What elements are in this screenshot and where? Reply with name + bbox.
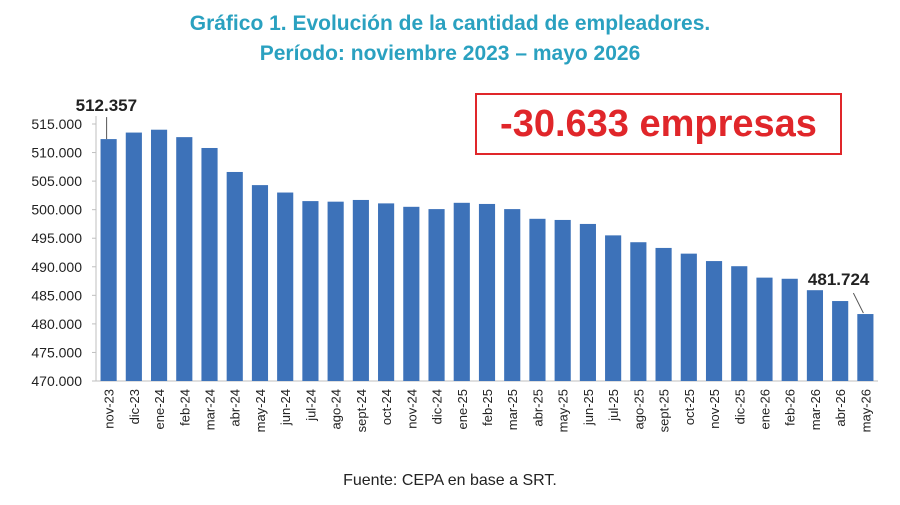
x-tick-label: abr-26 — [833, 389, 848, 427]
bar — [504, 209, 521, 381]
x-tick-label: ago-25 — [631, 389, 646, 429]
x-tick-label: dic-23 — [127, 389, 142, 424]
x-tick-label: mar-25 — [505, 389, 520, 430]
bar — [478, 203, 496, 381]
y-tick-label: 505.000 — [31, 173, 82, 189]
bar — [781, 278, 798, 381]
bar — [327, 201, 344, 381]
y-tick-label: 500.000 — [31, 202, 82, 218]
y-tick-label: 510.000 — [31, 145, 82, 161]
bar — [731, 266, 748, 381]
x-tick-label: jul-25 — [606, 389, 621, 422]
bar — [806, 290, 824, 381]
x-tick-label: nov-25 — [707, 389, 722, 429]
bar — [832, 301, 849, 381]
x-tick-label: oct-25 — [682, 389, 697, 425]
bar — [176, 137, 193, 381]
bar — [680, 253, 697, 381]
y-tick-label: 480.000 — [31, 316, 82, 332]
bar — [756, 277, 773, 381]
bar — [352, 199, 369, 381]
x-tick-label: may-25 — [556, 389, 571, 432]
x-tick-label: abr-24 — [228, 389, 243, 427]
chart-subtitle: Período: noviembre 2023 – mayo 2026 — [259, 42, 641, 65]
data-label: 481.724 — [808, 270, 870, 289]
bar — [378, 203, 395, 381]
x-tick-label: mar-26 — [808, 389, 823, 430]
chart-title: Gráfico 1. Evolución de la cantidad de e… — [189, 12, 711, 35]
difference-callout: -30.633 empresas — [475, 93, 842, 155]
bar — [201, 147, 218, 381]
x-tick-label: abr-25 — [530, 389, 545, 427]
x-tick-label: ene-24 — [152, 389, 167, 429]
bar — [529, 218, 546, 381]
bar — [857, 314, 874, 381]
bar — [705, 261, 723, 381]
x-tick-label: feb-25 — [480, 389, 495, 426]
data-label-leader — [852, 292, 864, 314]
x-tick-label: sept-24 — [354, 389, 369, 432]
bar — [453, 202, 470, 381]
x-tick-label: dic-25 — [732, 389, 747, 424]
data-label: 512.357 — [76, 96, 137, 115]
x-tick-label: nov-23 — [102, 389, 117, 429]
bar — [428, 209, 445, 381]
y-tick-label: 470.000 — [31, 373, 82, 389]
x-tick-label: ene-25 — [455, 389, 470, 429]
x-tick-label: oct-24 — [379, 389, 394, 425]
bar — [125, 132, 142, 381]
x-tick-label: jun-24 — [278, 389, 293, 426]
bar — [579, 223, 596, 381]
bar — [630, 242, 647, 381]
x-tick-label: ago-24 — [329, 389, 344, 429]
bar — [150, 129, 168, 381]
y-tick-label: 495.000 — [31, 230, 82, 246]
x-tick-label: mar-24 — [203, 389, 218, 430]
y-tick-label: 490.000 — [31, 259, 82, 275]
x-tick-label: may-24 — [253, 389, 268, 432]
bar — [302, 201, 319, 381]
bar — [403, 206, 420, 381]
x-tick-label: feb-26 — [783, 389, 798, 426]
x-tick-label: nov-24 — [404, 389, 419, 429]
x-tick-label: dic-24 — [430, 389, 445, 424]
bar — [277, 192, 294, 381]
bar — [605, 235, 622, 381]
x-tick-label: jul-24 — [303, 389, 318, 422]
y-tick-label: 475.000 — [31, 344, 82, 360]
bar — [251, 185, 269, 381]
bar — [655, 247, 672, 381]
x-tick-label: sept-25 — [657, 389, 672, 432]
y-tick-label: 515.000 — [31, 116, 82, 132]
x-tick-label: ene-26 — [757, 389, 772, 429]
bar — [554, 219, 571, 381]
source-note: Fuente: CEPA en base a SRT. — [343, 472, 557, 489]
y-tick-label: 485.000 — [31, 287, 82, 303]
bar — [226, 171, 243, 381]
x-tick-label: feb-24 — [177, 389, 192, 426]
x-tick-label: may-26 — [858, 389, 873, 432]
x-tick-label: jun-25 — [581, 389, 596, 426]
bar — [100, 139, 117, 381]
